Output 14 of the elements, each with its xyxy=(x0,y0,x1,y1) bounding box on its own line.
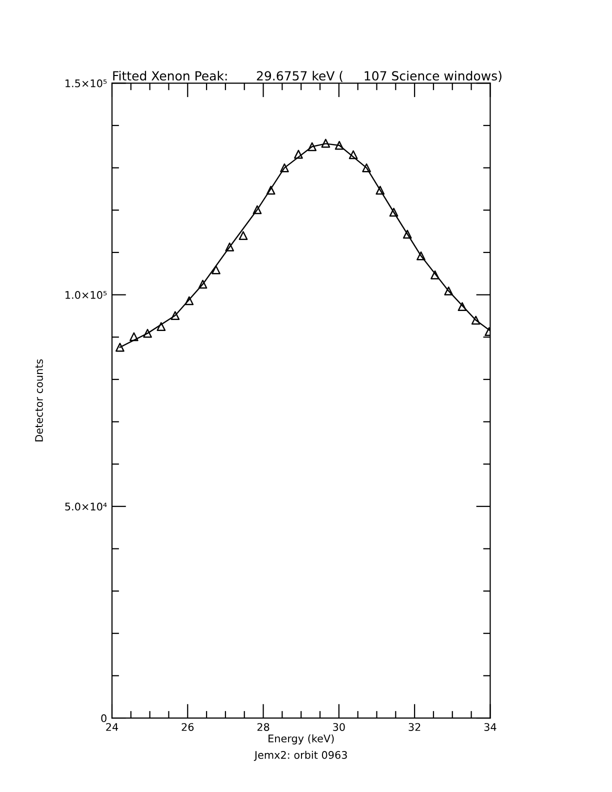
x-tick-label: 24 xyxy=(106,723,118,731)
y-tick-label: 0 xyxy=(101,714,106,722)
x-axis-title: Energy (keV) xyxy=(268,734,334,744)
y-tick-label: 1.5×10⁵ xyxy=(66,79,107,88)
x-tick-label: 28 xyxy=(257,723,270,731)
chart-title: Fitted Xenon Peak: 29.6757 keV ( 107 Science windows) xyxy=(113,70,502,82)
x-tick-label: 30 xyxy=(333,723,345,731)
text: Jemx2: orbit 0963 xyxy=(254,750,347,761)
y-tick-label: 1.0×10⁵ xyxy=(66,291,107,299)
x-tick-label: 26 xyxy=(182,723,194,731)
y-tick-label: 5.0×10⁴ xyxy=(65,502,107,511)
x-tick-label: 34 xyxy=(484,723,496,731)
x-tick-label: 32 xyxy=(408,723,420,731)
y-axis-title: Detector counts xyxy=(35,359,43,442)
